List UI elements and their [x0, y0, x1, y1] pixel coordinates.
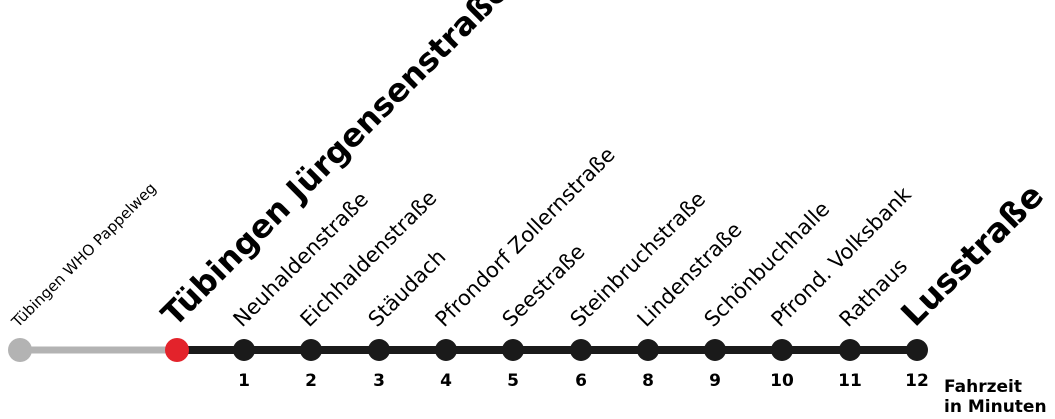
- legend-fahrzeit: Fahrzeit: [944, 377, 1022, 397]
- stop-previous: Tübingen WHO Pappelweg: [7, 179, 159, 362]
- stop-dot: [165, 338, 189, 362]
- stop-travel-time: 5: [507, 371, 519, 391]
- stop-dot: [637, 339, 659, 361]
- stop-dot: [300, 339, 322, 361]
- stop-dot: [8, 338, 32, 362]
- stop-travel-time: 11: [838, 371, 862, 391]
- stop-travel-time: 6: [575, 371, 587, 391]
- stop-dot: [233, 339, 255, 361]
- stop-dot: [570, 339, 592, 361]
- stop-terminus: Lusstraße 12: [893, 176, 1051, 391]
- stop-name-label: Tübingen WHO Pappelweg: [7, 179, 159, 331]
- stop-dot: [704, 339, 726, 361]
- stop-travel-time: 12: [905, 371, 929, 391]
- stop-dot: [906, 339, 928, 361]
- stop-travel-time: 3: [373, 371, 385, 391]
- legend-in-minuten: in Minuten: [944, 397, 1047, 417]
- stop-dot: [368, 339, 390, 361]
- stop-travel-time: 4: [440, 371, 452, 391]
- stop-dot: [502, 339, 524, 361]
- stop-dot: [839, 339, 861, 361]
- stop-travel-time: 8: [642, 371, 654, 391]
- stop-travel-time: 2: [305, 371, 317, 391]
- stop-travel-time: 9: [709, 371, 721, 391]
- stop-dot: [771, 339, 793, 361]
- stop-travel-time: 1: [238, 371, 250, 391]
- travel-time-legend: Fahrzeit in Minuten: [944, 377, 1047, 417]
- stop-travel-time: 10: [770, 371, 794, 391]
- stop-name-label: Schönbuchhalle: [700, 197, 835, 332]
- stop-dot: [435, 339, 457, 361]
- stop-name-label: Lusstraße: [893, 176, 1051, 334]
